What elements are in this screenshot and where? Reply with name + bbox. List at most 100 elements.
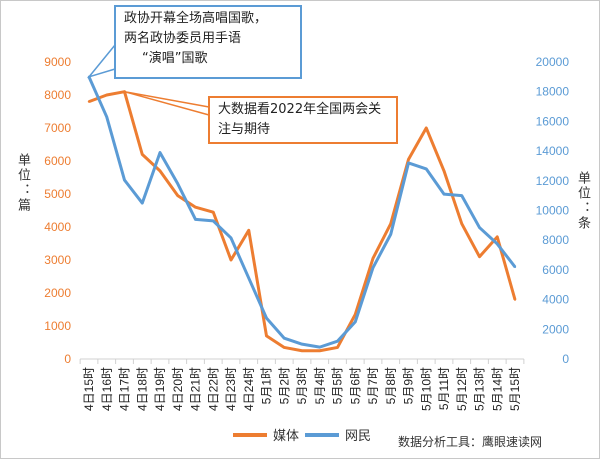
data-point <box>496 242 499 246</box>
data-point <box>336 339 339 343</box>
data-point <box>407 161 410 165</box>
data-point <box>425 126 428 130</box>
x-tick-label: 5月3时 <box>295 367 309 404</box>
source-note: 数据分析工具：鹰眼速读网 <box>398 435 543 449</box>
x-tick-label: 5月6时 <box>348 367 362 404</box>
x-tick-label: 5月9时 <box>402 367 416 404</box>
y-left-tick-label: 9000 <box>44 55 71 69</box>
data-point <box>460 194 463 197</box>
data-point <box>407 158 410 161</box>
data-point <box>212 219 215 223</box>
data-point <box>141 153 144 156</box>
x-tick-label: 4日16时 <box>100 367 114 411</box>
data-point <box>194 218 197 221</box>
data-point <box>123 178 126 182</box>
data-point <box>265 316 268 320</box>
data-point <box>460 222 463 225</box>
y-right-tick-label: 18000 <box>536 85 570 99</box>
left-axis-label: 单位：篇 <box>15 153 30 213</box>
y-left-tick-label: 0 <box>64 352 71 366</box>
y-right-tick-label: 12000 <box>536 174 570 188</box>
x-tick-label: 5月10时 <box>419 367 433 411</box>
data-point <box>247 276 250 280</box>
y-left-tick-label: 7000 <box>44 121 71 135</box>
data-point <box>229 258 233 262</box>
annotation-blue: 政协开幕全场高唱国歌， 两名政协委员用手语 “演唱”国歌 <box>114 5 302 79</box>
data-point <box>176 194 179 197</box>
x-tick-label: 5月15时 <box>508 367 522 411</box>
data-point <box>158 151 162 154</box>
data-point <box>496 235 499 239</box>
legend-swatch-media <box>233 432 267 437</box>
annotation-line: 注与期待 <box>218 122 271 137</box>
y-left-tick-label: 8000 <box>44 88 71 102</box>
data-point <box>123 90 126 93</box>
x-tick-label: 4日15时 <box>82 367 96 411</box>
data-point <box>371 266 375 269</box>
data-point <box>425 167 428 171</box>
data-point <box>87 100 91 103</box>
x-tick-label: 5月8时 <box>384 367 398 404</box>
data-point <box>318 345 321 349</box>
data-point <box>354 313 357 316</box>
y-left-tick-label: 3000 <box>44 253 71 267</box>
data-point <box>141 201 144 205</box>
data-point <box>283 346 286 349</box>
data-point <box>105 93 108 97</box>
x-tick-label: 5月5时 <box>331 367 345 404</box>
legend-label-media: 媒体 <box>273 429 300 444</box>
annotation-pointer <box>124 90 210 116</box>
data-point <box>176 182 179 185</box>
annotation-orange: 大数据看2022年全国两会关 注与期待 <box>208 96 398 144</box>
data-point <box>389 222 392 225</box>
data-point <box>87 75 91 79</box>
annotation-line: 大数据看2022年全国两会关 <box>218 102 382 117</box>
y-right-tick-label: 6000 <box>542 263 569 277</box>
annotation-line: 政协开幕全场高唱国歌， <box>124 11 268 26</box>
data-point <box>229 236 233 240</box>
data-point <box>265 334 268 338</box>
y-right-tick-label: 4000 <box>542 293 569 307</box>
x-tick-label: 4日21时 <box>189 367 203 411</box>
x-tick-label: 5月2时 <box>277 367 291 404</box>
data-point <box>478 226 481 229</box>
y-right-tick-label: 2000 <box>542 322 569 336</box>
data-point <box>513 298 517 301</box>
data-point <box>513 265 517 269</box>
legend-label-netizen: 网民 <box>345 429 372 444</box>
y-right-tick-label: 8000 <box>542 233 569 247</box>
y-left-tick-label: 4000 <box>44 220 71 234</box>
annotation-line: 两名政协委员用手语 <box>124 31 242 46</box>
right-axis-label: 单位：条 <box>575 171 590 231</box>
x-tick-label: 5月7时 <box>366 367 380 404</box>
data-point <box>318 349 321 352</box>
data-point <box>105 115 108 119</box>
data-point <box>194 206 197 209</box>
data-point <box>212 210 215 214</box>
x-tick-label: 4日23时 <box>224 367 238 411</box>
x-tick-label: 5月11时 <box>437 367 451 410</box>
y-right-tick-label: 0 <box>562 352 569 366</box>
x-tick-label: 4日20时 <box>171 367 185 411</box>
data-point <box>354 320 357 324</box>
data-point <box>442 169 446 173</box>
data-point <box>158 169 162 173</box>
data-point <box>300 349 304 352</box>
data-point <box>247 229 250 232</box>
x-tick-label: 4日18时 <box>135 367 149 411</box>
annotation-pointer <box>86 44 116 79</box>
x-tick-label: 4日22时 <box>206 367 220 411</box>
x-tick-label: 4日17时 <box>118 367 132 411</box>
legend: 媒体 网民 <box>233 425 371 444</box>
data-point <box>336 346 339 349</box>
legend-swatch-netizen <box>305 432 340 437</box>
data-point <box>389 233 392 236</box>
data-point <box>442 192 446 196</box>
x-tick-label: 4日24时 <box>242 367 256 411</box>
x-tick-label: 5月12时 <box>455 367 469 411</box>
x-tick-label: 4日19时 <box>153 367 167 411</box>
y-left-tick-label: 5000 <box>44 187 71 201</box>
x-tick-label: 5月1时 <box>260 367 274 404</box>
